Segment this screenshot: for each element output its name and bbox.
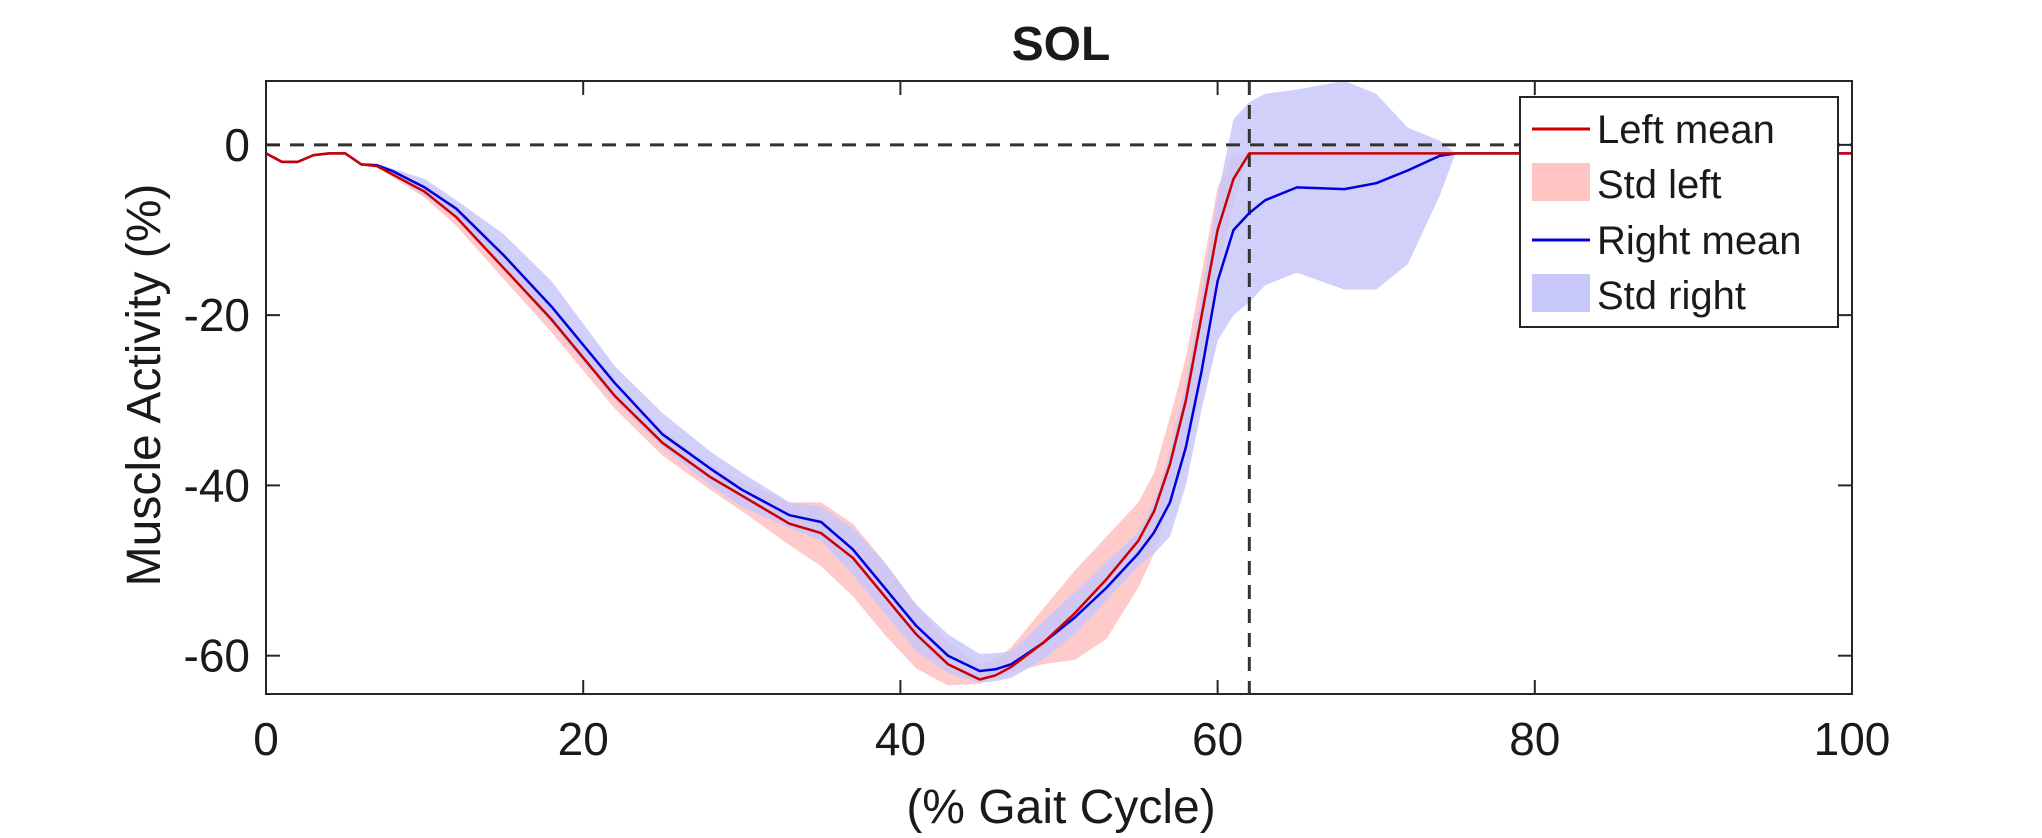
y-tick-label: -40	[184, 459, 250, 511]
legend: Left mean Std left Right mean Std right	[1519, 96, 1839, 328]
legend-label-std-left: Std left	[1597, 163, 1722, 207]
legend-swatch-std-right	[1532, 274, 1590, 312]
line-right-mean	[266, 152, 1852, 673]
x-tick-label: 0	[253, 713, 279, 765]
legend-label-std-right: Std right	[1597, 274, 1746, 318]
line-left-mean	[266, 152, 1852, 681]
tick-marks-layer	[265, 81, 1853, 694]
legend-label-left-mean: Left mean	[1597, 108, 1775, 152]
x-tick-label: 40	[875, 713, 926, 765]
x-axis-label: (% Gait Cycle)	[906, 781, 1215, 833]
mean-lines-layer	[266, 152, 1852, 681]
tick-labels-layer: 0 20 40 60 80 100 -60 -40 -20 0	[184, 119, 1891, 765]
x-tick-label: 80	[1509, 713, 1560, 765]
y-tick-label: 0	[224, 119, 250, 171]
y-tick-label: -20	[184, 289, 250, 341]
chart-title: SOL	[1012, 18, 1111, 71]
plot-frame	[265, 80, 1853, 695]
legend-swatch-std-left	[1532, 163, 1590, 201]
x-tick-label: 20	[558, 713, 609, 765]
x-tick-label: 60	[1192, 713, 1243, 765]
y-axis-label: Muscle Activity (%)	[118, 184, 171, 587]
x-tick-label: 100	[1814, 713, 1891, 765]
y-tick-label: -60	[184, 630, 250, 682]
legend-label-right-mean: Right mean	[1597, 219, 1802, 263]
